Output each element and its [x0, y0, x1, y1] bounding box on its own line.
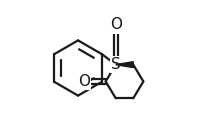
Polygon shape: [116, 62, 133, 68]
Text: S: S: [111, 57, 121, 72]
Text: O: O: [110, 17, 122, 32]
Text: O: O: [78, 74, 90, 89]
